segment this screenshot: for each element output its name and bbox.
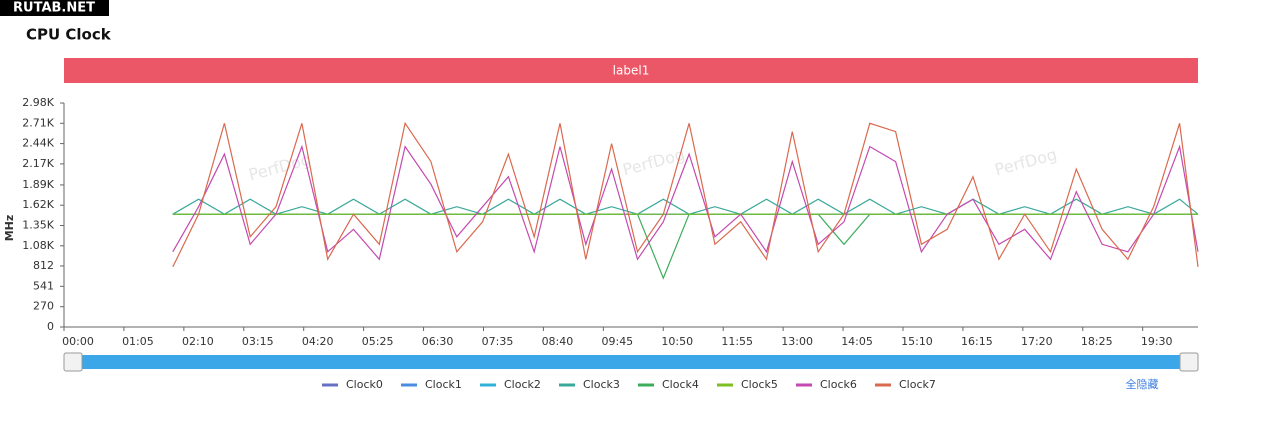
series-line: [172, 198, 1199, 215]
legend-label: Clock6: [820, 378, 857, 391]
x-tick-label: 08:40: [542, 335, 574, 348]
y-tick-label: 0: [47, 320, 54, 333]
y-tick-label: 1.08K: [22, 239, 54, 252]
slider-handle-right[interactable]: [1179, 352, 1199, 372]
watermark-box: [0, 0, 109, 16]
x-tick-label: 00:00: [62, 335, 94, 348]
y-tick-label: 1.35K: [22, 219, 54, 232]
x-tick-label: 03:15: [242, 335, 274, 348]
legend-label: Clock0: [346, 378, 383, 391]
legend-label: Clock2: [504, 378, 541, 391]
hide-all-link[interactable]: 全隐藏: [1126, 377, 1159, 391]
x-tick-label: 15:10: [901, 335, 933, 348]
x-tick-label: 11:55: [721, 335, 753, 348]
y-tick-label: 541: [33, 279, 54, 292]
y-tick-label: 2.71K: [22, 116, 54, 129]
legend-label: Clock5: [741, 378, 778, 391]
slider-handle-left[interactable]: [63, 352, 83, 372]
x-tick-label: 19:30: [1141, 335, 1173, 348]
perfdog-watermark: PerfDog: [993, 145, 1059, 180]
x-tick-label: 09:45: [601, 335, 633, 348]
x-tick-label: 10:50: [661, 335, 693, 348]
legend-label: Clock4: [662, 378, 699, 391]
band-label: label1: [613, 64, 650, 78]
x-tick-label: 18:25: [1081, 335, 1113, 348]
x-tick-label: 16:15: [961, 335, 993, 348]
y-tick-label: 2.17K: [22, 157, 54, 170]
legend-label: Clock1: [425, 378, 462, 391]
y-tick-label: 2.44K: [22, 137, 54, 150]
x-tick-label: 05:25: [362, 335, 394, 348]
x-tick-label: 01:05: [122, 335, 154, 348]
y-axis-label: MHz: [3, 215, 16, 242]
perfdog-watermark: PerfDog: [247, 150, 313, 185]
legend-label: Clock3: [583, 378, 620, 391]
x-tick-label: 04:20: [302, 335, 334, 348]
y-tick-label: 1.89K: [22, 178, 54, 191]
chart-title: CPU Clock: [26, 26, 112, 44]
site-watermark: RUTAB.NET: [13, 1, 95, 16]
label-band: [64, 58, 1198, 83]
series-line: [172, 144, 1199, 261]
legend-label: Clock7: [899, 378, 936, 391]
y-tick-label: 270: [33, 300, 54, 313]
y-tick-label: 2.98K: [22, 96, 54, 109]
x-tick-label: 02:10: [182, 335, 214, 348]
x-tick-label: 14:05: [841, 335, 873, 348]
x-tick-label: 06:30: [422, 335, 454, 348]
x-tick-label: 17:20: [1021, 335, 1053, 348]
y-tick-label: 812: [33, 259, 54, 272]
x-tick-label: 13:00: [781, 335, 813, 348]
y-tick-label: 1.62K: [22, 198, 54, 211]
series-line: [172, 121, 1199, 268]
perfdog-watermark: PerfDog: [621, 145, 687, 180]
x-tick-label: 07:35: [482, 335, 514, 348]
zoom-slider[interactable]: [64, 355, 1198, 369]
